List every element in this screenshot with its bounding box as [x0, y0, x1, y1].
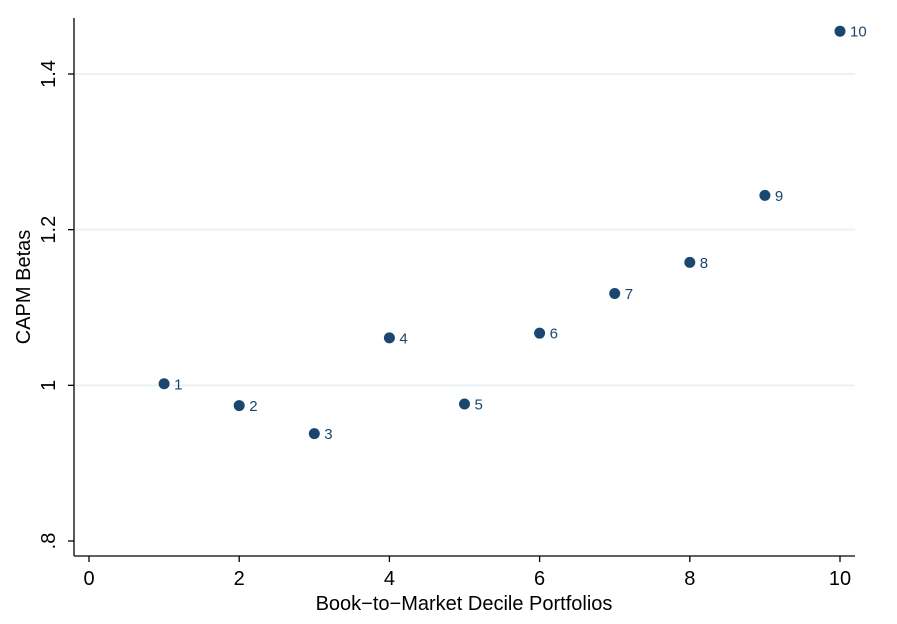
- data-point: [834, 25, 846, 37]
- data-point-label: 7: [625, 286, 633, 303]
- data-point: [759, 189, 771, 201]
- x-tick-label: 10: [829, 568, 851, 590]
- data-point-label: 6: [550, 326, 558, 343]
- data-point: [534, 327, 546, 339]
- data-point-label: 2: [249, 398, 257, 415]
- x-tick-label: 6: [534, 568, 545, 590]
- data-point-label: 4: [399, 330, 407, 347]
- data-point-label: 9: [775, 188, 783, 205]
- data-point: [684, 256, 696, 268]
- x-tick-label: 4: [384, 568, 395, 590]
- x-axis-ticks: 0 2 4 6 8 10: [83, 556, 851, 590]
- y-tick-label: 1: [38, 380, 60, 391]
- y-tick-label: 1.4: [38, 60, 60, 88]
- data-point: [459, 398, 470, 410]
- data-point-label: 10: [850, 24, 867, 41]
- data-point-label: 5: [475, 397, 483, 414]
- data-point: [609, 287, 621, 299]
- data-point-label: 1: [174, 376, 182, 393]
- data-point: [233, 400, 245, 412]
- x-tick-label: 2: [234, 568, 245, 590]
- y-tick-label: 1.2: [38, 216, 60, 244]
- data-point: [383, 332, 395, 344]
- data-point: [308, 428, 320, 440]
- data-point-label: 3: [324, 426, 332, 443]
- x-tick-label: 8: [684, 568, 695, 590]
- data-point: [158, 378, 170, 390]
- y-axis-ticks: .8 1 1.2 1.4: [38, 60, 74, 549]
- x-axis-title: Book−to−Market Decile Portfolios: [316, 593, 613, 615]
- data-points: 1 2 3 4 5 6 7 8 9 10: [158, 24, 867, 443]
- y-axis-title: CAPM Betas: [13, 230, 35, 344]
- y-tick-label: .8: [38, 533, 60, 550]
- gridlines: [75, 73, 855, 387]
- x-tick-label: 0: [83, 568, 94, 590]
- data-point-label: 8: [700, 255, 708, 272]
